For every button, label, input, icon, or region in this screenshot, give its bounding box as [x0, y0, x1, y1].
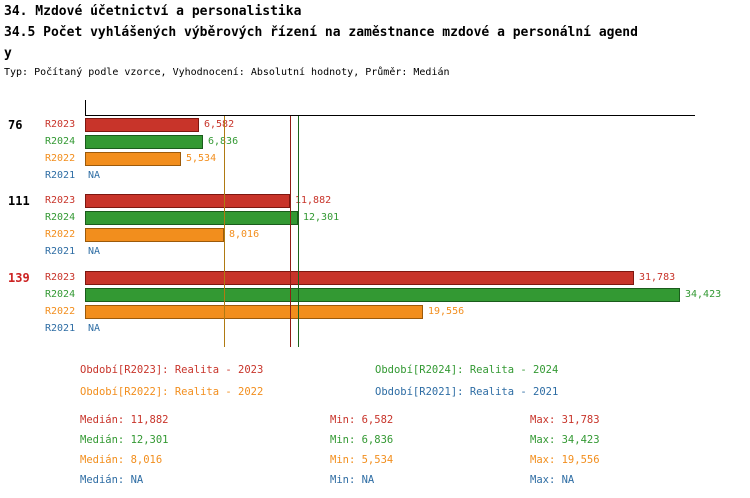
stats-table: Medián: 11,882 Min: 6,582 Max: 31,783 Mediá… — [80, 414, 720, 487]
median-line-R2023 — [290, 116, 291, 347]
series-label: R2023 — [45, 195, 76, 206]
series-label: R2021 — [45, 323, 76, 334]
stat-min: Min: 5,534 — [330, 454, 394, 466]
series-label: R2023 — [45, 272, 76, 283]
stat-median: Medián: 12,301 — [80, 434, 169, 446]
series-label: R2024 — [45, 289, 76, 300]
median-line-R2022 — [224, 116, 225, 347]
series-label: R2021 — [45, 170, 76, 181]
bar — [85, 211, 298, 225]
stat-median: Medián: NA — [80, 474, 144, 486]
na-value-label: NA — [88, 323, 101, 334]
bar — [85, 194, 290, 208]
series-label: R2024 — [45, 136, 76, 147]
na-value-label: NA — [88, 246, 101, 257]
bar-value-label: 8,016 — [229, 229, 260, 240]
bar-value-label: 6,582 — [204, 119, 235, 130]
group-label: 111 — [8, 194, 30, 208]
group-label: 76 — [8, 118, 23, 132]
group-label: 139 — [8, 271, 30, 285]
legend-item: Období[R2023]: Realita - 2023 — [80, 364, 264, 376]
bar-value-label: 31,783 — [639, 272, 676, 283]
stat-min: Min: 6,582 — [330, 414, 394, 426]
legend-item: Období[R2024]: Realita - 2024 — [375, 364, 559, 376]
legend-item: Období[R2021]: Realita - 2021 — [375, 386, 559, 398]
stat-min: Min: NA — [330, 474, 375, 486]
bar-value-label: 5,534 — [186, 153, 217, 164]
legend-item: Období[R2022]: Realita - 2022 — [80, 386, 264, 398]
median-line-R2024 — [298, 116, 299, 347]
series-label: R2022 — [45, 229, 76, 240]
na-value-label: NA — [88, 170, 101, 181]
bar — [85, 228, 224, 242]
chart-meta-info: Typ: Počítaný podle vzorce, Vyhodnocení:… — [4, 67, 450, 78]
bar — [85, 135, 203, 149]
bar-value-label: 11,882 — [295, 195, 332, 206]
series-label: R2024 — [45, 212, 76, 223]
bar-value-label: 6,836 — [208, 135, 238, 149]
stat-max: Max: 31,783 — [530, 414, 600, 426]
stat-max: Max: NA — [530, 474, 575, 486]
series-label: R2021 — [45, 246, 76, 257]
series-label: R2023 — [45, 119, 76, 130]
bar-value-label: 12,301 — [303, 212, 340, 223]
top-axis-line — [85, 115, 695, 116]
axis-origin-tick — [85, 100, 86, 116]
bar-value-label: 19,556 — [428, 306, 465, 317]
chart-title-line-1: 34. Mzdové účetnictví a personalistika — [4, 4, 302, 19]
legend: Období[R2023]: Realita - 2023 Období[R202… — [80, 364, 700, 399]
bar — [85, 305, 423, 319]
bar — [85, 271, 634, 285]
bar — [85, 288, 680, 302]
chart-title-line-3: y — [4, 46, 12, 61]
stat-median: Medián: 11,882 — [80, 414, 169, 426]
stat-median: Medián: 8,016 — [80, 454, 163, 466]
stat-max: Max: 19,556 — [530, 454, 600, 466]
chart-title-line-2: 34.5 Počet vyhlášených výběrových řízení… — [4, 25, 638, 40]
bar — [85, 152, 181, 166]
series-label: R2022 — [45, 306, 76, 317]
horizontal-bar-chart: 76 R2023 6,582 R2024 6,836 R2022 5,534 R2021 NA 1… — [0, 100, 750, 356]
bar — [85, 118, 199, 132]
stat-max: Max: 34,423 — [530, 434, 600, 446]
series-label: R2022 — [45, 153, 76, 164]
bar-value-label: 34,423 — [685, 289, 722, 300]
stat-min: Min: 6,836 — [330, 434, 394, 446]
